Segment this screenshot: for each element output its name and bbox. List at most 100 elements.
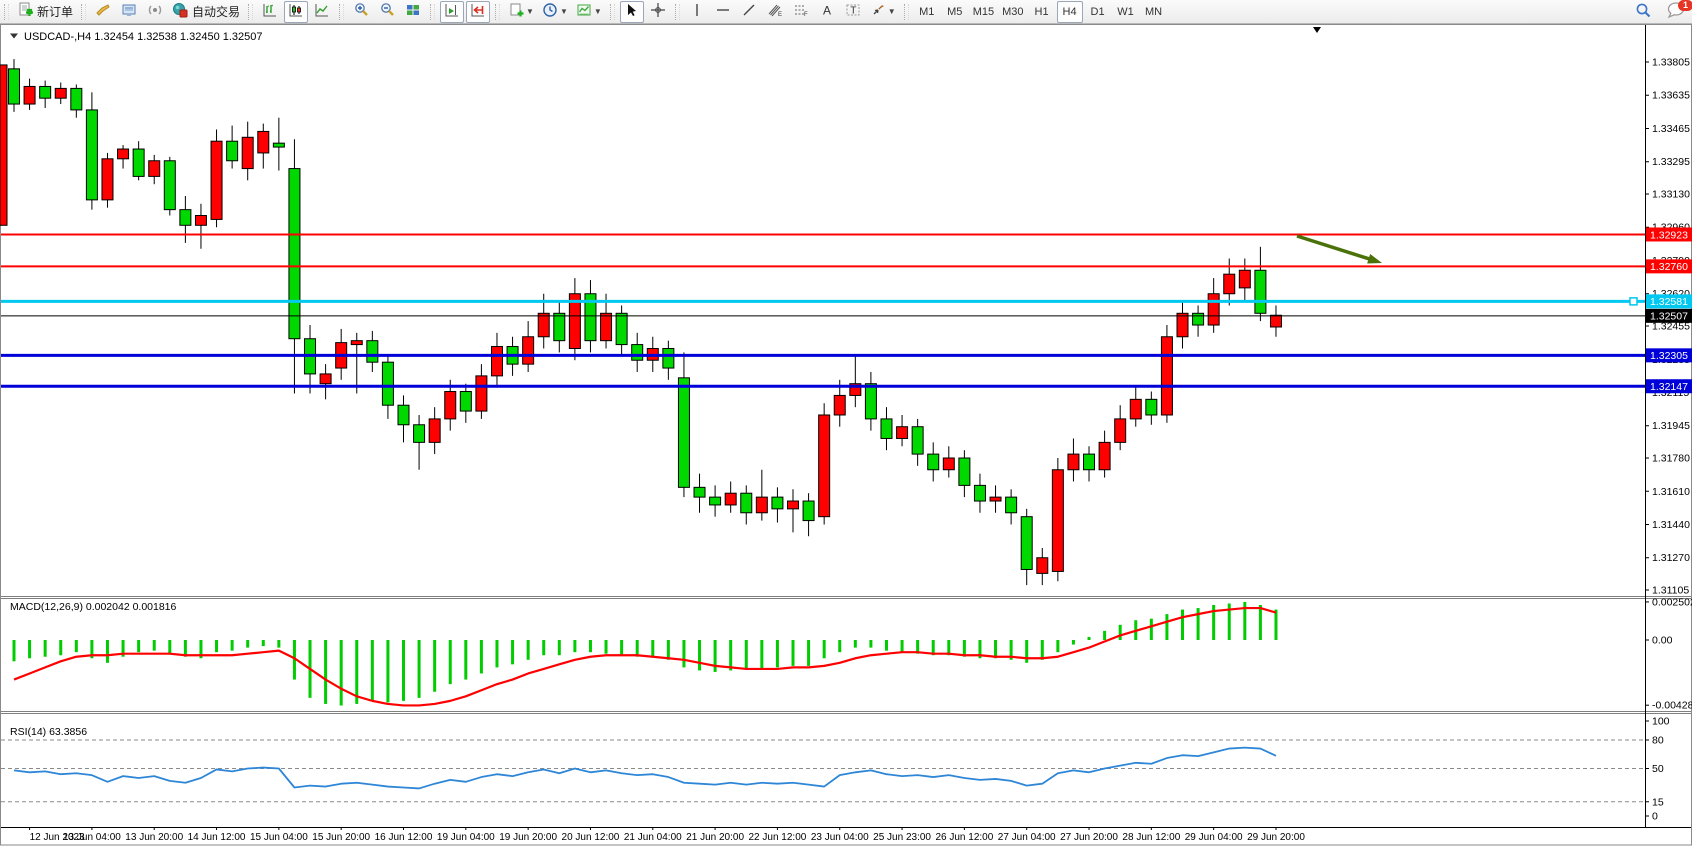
time-tick-label: 27 Jun 20:00 (1060, 832, 1118, 843)
candle (319, 373, 332, 385)
time-tick-label: 28 Jun 12:00 (1122, 832, 1180, 843)
svg-text:F: F (804, 12, 808, 18)
fibonacci-tool-button[interactable]: F (789, 1, 813, 23)
candle (911, 426, 924, 455)
timeframe-mn-button[interactable]: MN (1141, 1, 1167, 23)
crosshair-icon (650, 2, 666, 21)
dropdown-caret-icon: ▼ (559, 7, 568, 16)
candle (101, 158, 114, 201)
timeframe-d1-button[interactable]: D1 (1085, 1, 1111, 23)
bar-chart-type-button[interactable] (258, 1, 282, 23)
candle (584, 293, 597, 342)
vertical-line-tool-button[interactable] (685, 1, 709, 23)
toolbar-grip (339, 3, 345, 20)
crosshair-tool-button[interactable] (646, 1, 670, 23)
time-tick-label: 26 Jun 12:00 (935, 832, 993, 843)
chart-shift-button[interactable] (440, 0, 465, 23)
toolbar: 新订单 自动交易 (0, 0, 1692, 24)
chart-window: 1.33805 1.33635 1.33465 1.33295 1.33130 1.329… (0, 24, 1692, 846)
timeframe-m1-button[interactable]: M1 (914, 1, 940, 23)
signals-button[interactable] (143, 1, 167, 23)
candle (288, 168, 301, 340)
auto-scroll-button[interactable] (466, 0, 491, 23)
candle (896, 426, 909, 439)
chart-symbol-dropdown-icon[interactable] (10, 33, 18, 39)
candle (444, 391, 457, 420)
price-badge-label: 1.32147 (1650, 381, 1688, 393)
candle (54, 87, 67, 99)
price-tick-label: 1.33295 (1652, 156, 1690, 168)
chart-canvas[interactable]: 1.33805 1.33635 1.33465 1.33295 1.33130 1.329… (0, 24, 1692, 846)
trend-arrow-head[interactable] (1367, 253, 1382, 264)
candle (600, 312, 613, 342)
search-button[interactable] (1631, 1, 1655, 23)
candle (475, 375, 488, 412)
cursor-icon (624, 2, 640, 21)
text-icon: A (819, 2, 835, 21)
hline-handle[interactable] (1629, 297, 1638, 306)
time-tick-label: 22 Jun 12:00 (749, 832, 807, 843)
candle (522, 336, 535, 365)
data-window-button[interactable] (117, 1, 141, 23)
timeframe-m15-button[interactable]: M15 (970, 1, 997, 23)
text-tool-button[interactable]: A (815, 1, 839, 23)
line-chart-type-button[interactable] (310, 1, 334, 23)
toolbar-grip (248, 3, 254, 20)
trend-arrow-line[interactable] (1296, 234, 1373, 262)
market-watch-button[interactable] (91, 1, 115, 23)
toolbar-grip (495, 3, 501, 20)
timeframe-m5-button[interactable]: M5 (942, 1, 968, 23)
dropdown-caret-icon: ▼ (887, 7, 896, 16)
toolbar-grip (81, 3, 87, 20)
time-tick-label: 29 Jun 04:00 (1185, 832, 1243, 843)
zoom-in-button[interactable] (349, 1, 373, 23)
new-order-button[interactable]: 新订单 (14, 1, 76, 23)
candle (1223, 273, 1236, 295)
timeframe-m30-button[interactable]: M30 (999, 1, 1026, 23)
zoom-out-button[interactable] (375, 1, 399, 23)
auto-trading-button[interactable]: 自动交易 (169, 1, 243, 23)
new-chart-icon (508, 2, 524, 21)
chart-title: USDCAD-,H4 1.32454 1.32538 1.32450 1.325… (24, 31, 263, 43)
trendline-tool-button[interactable] (737, 1, 761, 23)
timeframe-h4-button[interactable]: H4 (1056, 0, 1083, 23)
horizontal-line-icon (715, 2, 731, 21)
macd-tick-label: -0.004283 (1652, 700, 1692, 712)
tile-windows-button[interactable] (401, 1, 425, 23)
candle (85, 109, 98, 201)
candle (70, 87, 83, 111)
candle (1051, 469, 1064, 572)
arrows-tool-button[interactable]: ▼ (867, 1, 899, 23)
candle (1067, 453, 1080, 471)
candle (553, 312, 566, 342)
candle (958, 457, 971, 486)
time-tick-label: 21 Jun 04:00 (624, 832, 682, 843)
horizontal-line-tool-button[interactable] (711, 1, 735, 23)
chart-shift-marker[interactable] (1313, 27, 1321, 33)
chart-base-layer (0, 24, 1692, 846)
vertical-line-icon (689, 2, 705, 21)
data-window-icon (121, 2, 137, 21)
candle (1160, 336, 1173, 416)
candle (1254, 269, 1267, 314)
timeframe-h1-button[interactable]: H1 (1029, 1, 1055, 23)
notifications-button[interactable]: 1 (1666, 0, 1692, 24)
equidistant-channel-icon: E (767, 2, 783, 21)
price-tick-label: 1.31270 (1652, 552, 1690, 564)
candle (226, 140, 239, 162)
text-label-tool-button[interactable]: T (841, 1, 865, 23)
candle (1192, 312, 1205, 326)
price-tick-label: 1.33130 (1652, 189, 1690, 201)
price-badge (1646, 348, 1692, 363)
timeframe-w1-button[interactable]: W1 (1113, 1, 1139, 23)
cursor-tool-button[interactable] (619, 0, 644, 23)
price-tick-label: 1.31610 (1652, 486, 1690, 498)
candle (927, 453, 940, 471)
channel-tool-button[interactable]: E (763, 1, 787, 23)
time-tick-label: 13 Jun 04:00 (63, 832, 121, 843)
price-tick-label: 1.33635 (1652, 90, 1690, 102)
new-chart-button[interactable]: ▼ (505, 1, 537, 23)
periods-button[interactable]: ▼ (539, 1, 571, 23)
indicators-button[interactable]: ▼ (573, 1, 605, 23)
candlestick-chart-type-button[interactable] (284, 0, 309, 23)
